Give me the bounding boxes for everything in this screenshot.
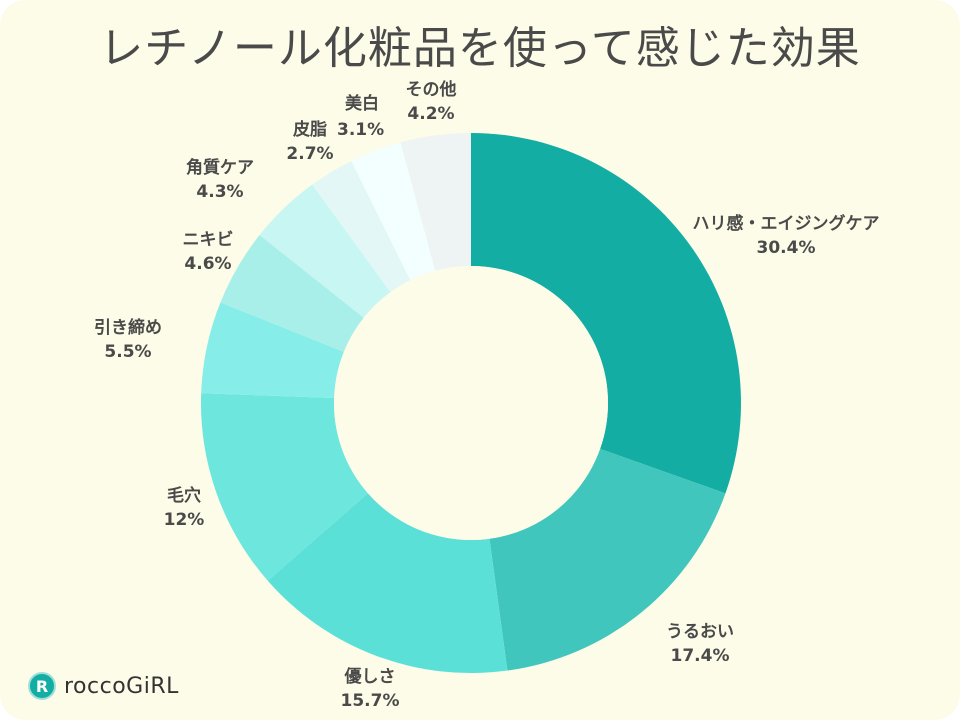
- donut-slice: [312, 160, 411, 293]
- slice-label: 毛穴 12%: [164, 484, 205, 532]
- slice-category: 皮脂: [293, 120, 327, 140]
- slice-category: うるおい: [666, 622, 734, 642]
- chart-title: レチノール化粧品を使って感じた効果: [99, 23, 861, 74]
- slice-label: その他 4.2%: [406, 78, 457, 126]
- slice-category: 引き締め: [94, 318, 162, 338]
- slice-percent: 30.4%: [756, 238, 816, 258]
- slice-percent: 17.4%: [670, 646, 730, 666]
- slice-category: 角質ケア: [186, 158, 254, 178]
- donut-slice: [259, 184, 391, 318]
- slice-percent: 4.3%: [196, 182, 244, 202]
- slice-label: ニキビ 4.6%: [183, 228, 234, 276]
- slice-label: 角質ケア 4.3%: [186, 156, 254, 204]
- donut-slice: [400, 133, 471, 271]
- donut-slice: [471, 133, 741, 494]
- slice-percent: 15.7%: [340, 691, 400, 711]
- slice-percent: 2.7%: [286, 144, 334, 164]
- slice-label: うるおい 17.4%: [666, 620, 734, 668]
- slice-category: 毛穴: [166, 486, 201, 506]
- slice-label: ハリ感・エイジングケア 30.4%: [693, 212, 880, 260]
- slice-percent: 3.1%: [337, 120, 385, 140]
- slice-category: ハリ感・エイジングケア: [692, 214, 880, 234]
- slice-percent: 5.5%: [104, 342, 152, 362]
- logo-mark-icon: R: [28, 672, 56, 700]
- logo-text: roccoGiRL: [64, 673, 179, 699]
- slice-category: 優しさ: [344, 667, 396, 687]
- slice-percent: 4.2%: [407, 104, 455, 124]
- slice-label: 皮脂 2.7%: [286, 118, 333, 166]
- donut-slice: [267, 493, 508, 673]
- slice-percent: 4.6%: [184, 254, 232, 274]
- slice-category: その他: [405, 80, 457, 100]
- slice-label: 美白 3.1%: [337, 92, 384, 140]
- slice-category: ニキビ: [182, 230, 234, 250]
- slice-label: 優しさ 15.7%: [341, 665, 400, 713]
- donut-slice: [220, 235, 364, 352]
- slice-label: 引き締め 5.5%: [94, 316, 162, 364]
- slice-category: 美白: [345, 94, 379, 114]
- donut-hole: [334, 266, 608, 540]
- donut-slice: [351, 142, 436, 281]
- donut-slice: [201, 393, 368, 581]
- donut-slice: [489, 448, 726, 671]
- slice-percent: 12%: [163, 510, 205, 530]
- donut-slice: [201, 302, 344, 399]
- brand-logo: R roccoGiRL: [28, 672, 179, 700]
